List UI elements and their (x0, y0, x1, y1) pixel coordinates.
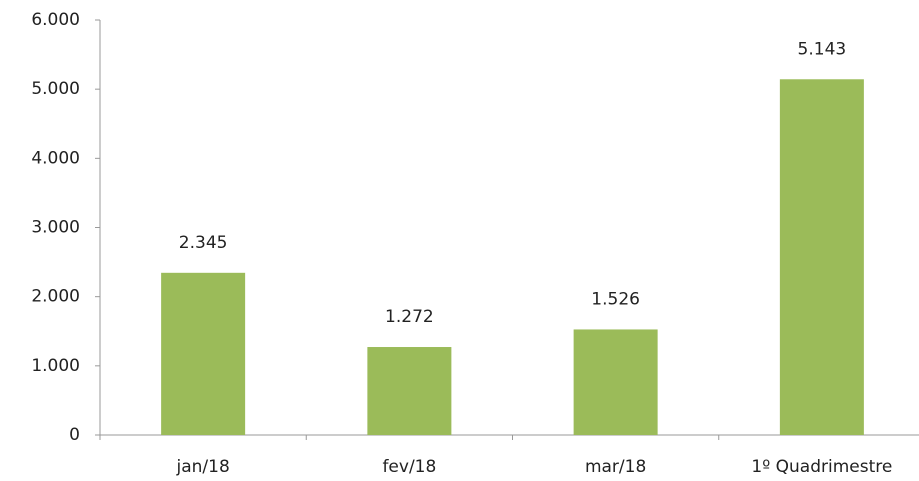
bar (573, 329, 658, 435)
x-tick-label: 1º Quadrimestre (751, 457, 892, 477)
x-tick-label: mar/18 (585, 457, 646, 477)
data-label: 2.345 (179, 233, 228, 253)
bar (779, 79, 864, 436)
y-tick-label: 6.000 (31, 10, 80, 30)
x-tick-label: fev/18 (382, 457, 436, 477)
data-label: 1.526 (591, 289, 640, 309)
bar (367, 347, 452, 435)
x-tick-label: jan/18 (175, 457, 229, 477)
y-tick-label: 4.000 (31, 148, 80, 168)
y-tick-label: 5.000 (31, 79, 80, 99)
data-label: 5.143 (798, 39, 847, 59)
data-label: 1.272 (385, 307, 434, 327)
y-tick-label: 0 (69, 425, 80, 445)
y-tick-label: 3.000 (31, 218, 80, 238)
y-tick-label: 1.000 (31, 356, 80, 376)
y-tick-label: 2.000 (31, 287, 80, 307)
bar (161, 272, 246, 435)
